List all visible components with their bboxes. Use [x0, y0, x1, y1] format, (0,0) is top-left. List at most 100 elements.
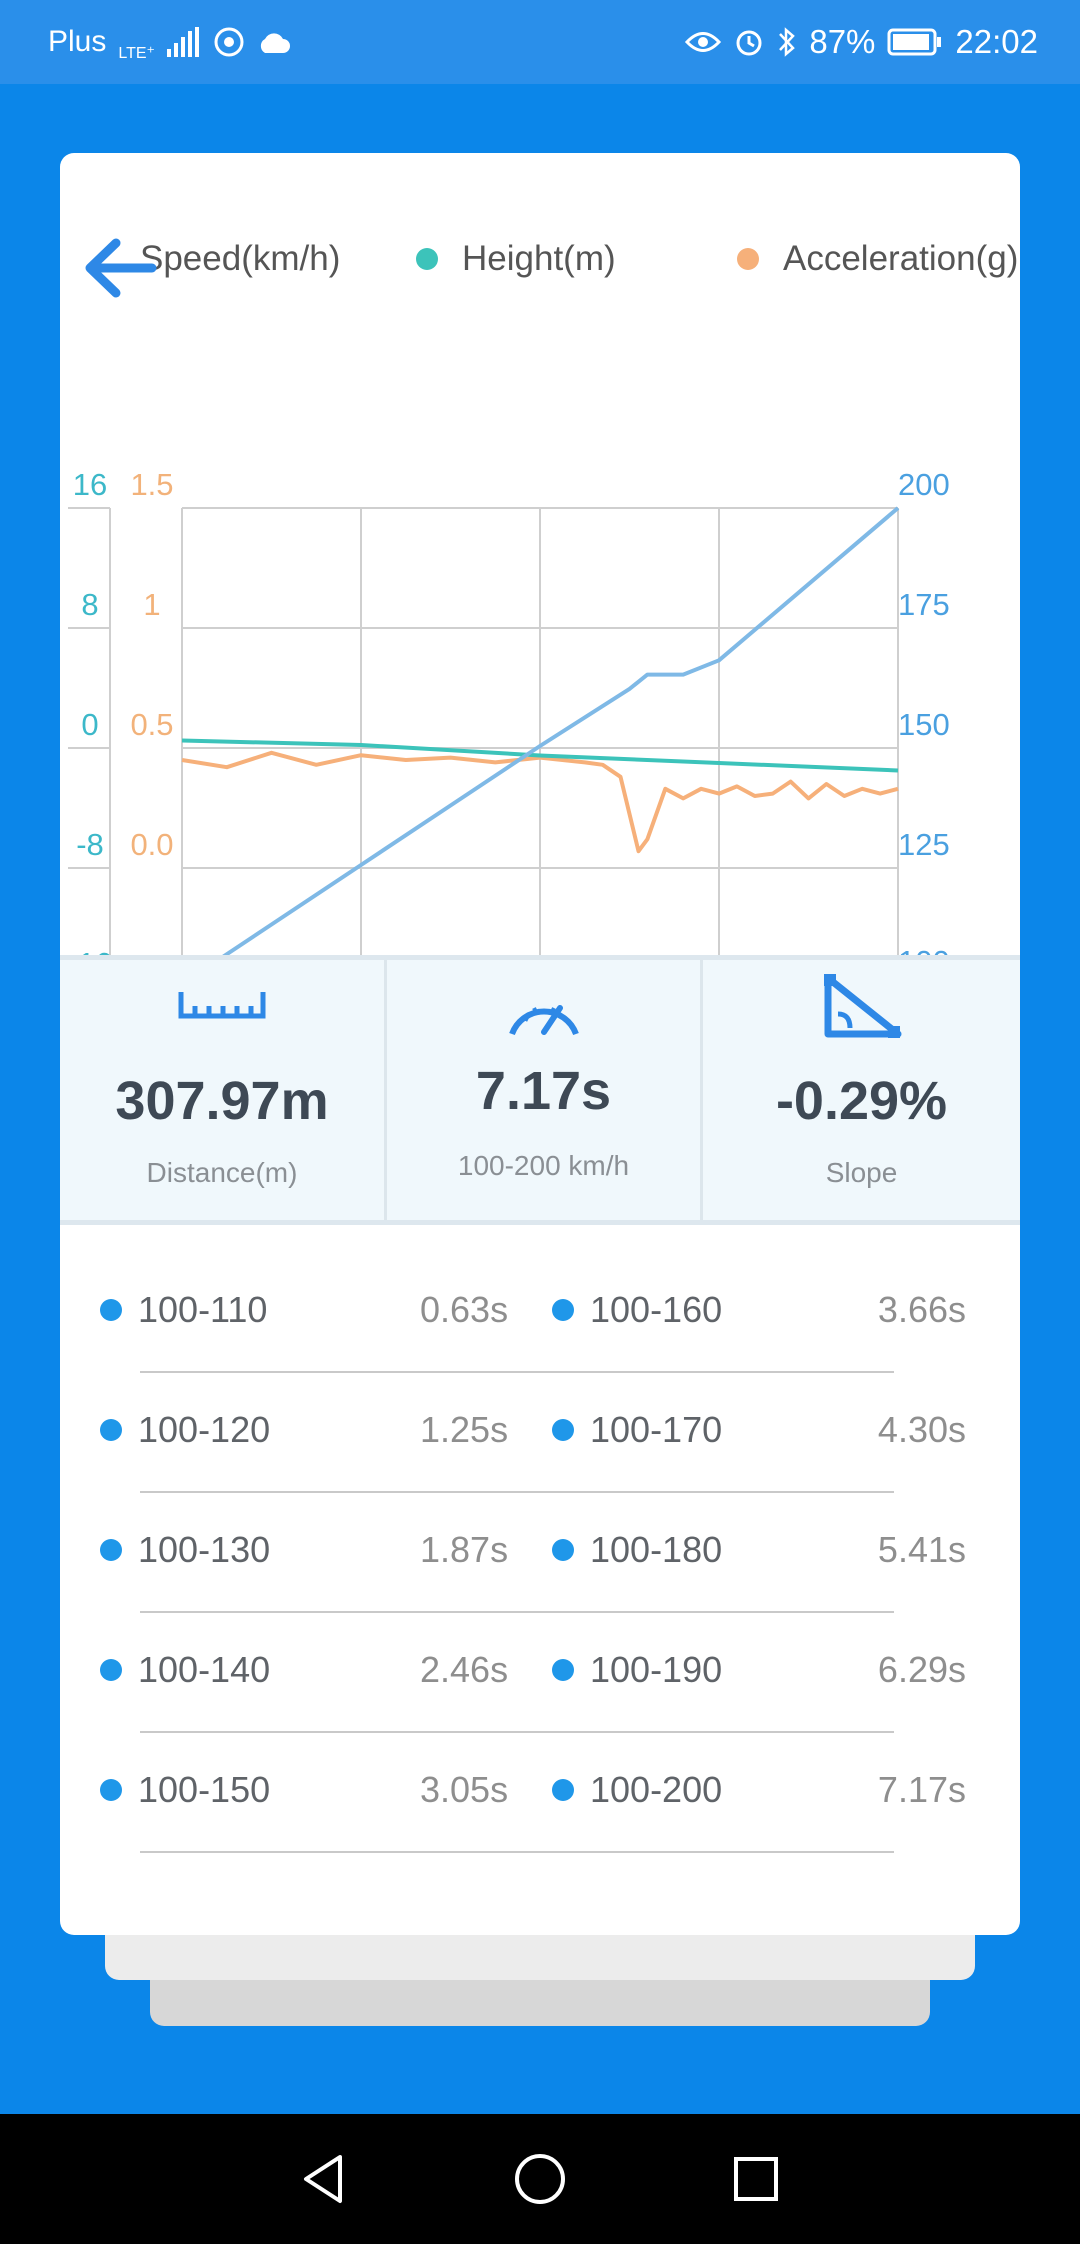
height-tick-label: 8: [81, 587, 98, 622]
split-right-time: 3.66s: [877, 1289, 966, 1330]
bullet-dot: [552, 1419, 574, 1441]
legend-speed-label: Speed(km/h): [140, 239, 341, 278]
clock-time: 22:02: [955, 23, 1038, 60]
bullet-dot: [100, 1299, 122, 1321]
alarm-icon: [733, 26, 765, 58]
split-times-list: 100-110 0.63s 100-160 3.66s 100-120 1.25s 100-…: [60, 1253, 1020, 1853]
split-right-label: 100-170: [552, 1409, 722, 1451]
height-series-line: [181, 738, 899, 773]
battery-percent: 87%: [809, 23, 876, 60]
bluetooth-icon: [777, 26, 797, 58]
speed-tick-label: 175: [898, 587, 950, 622]
speed-tick-label: 125: [898, 827, 950, 862]
bullet-dot: [100, 1779, 122, 1801]
split-row: 100-150 3.05s 100-200 7.17s: [60, 1733, 1020, 1853]
stat-distance: 307.97m Distance(m): [60, 960, 384, 1220]
height-tick-label: -8: [76, 827, 104, 862]
split-left-time: 1.25s: [420, 1409, 509, 1450]
speedometer-icon: [508, 1005, 579, 1036]
split-row: 100-120 1.25s 100-170 4.30s: [60, 1373, 1020, 1493]
legend-height-dot: [416, 248, 438, 270]
bullet-dot: [552, 1299, 574, 1321]
split-left-time: 1.87s: [420, 1529, 509, 1570]
status-bar: Plus LTE⁺ 87% 22:02: [0, 0, 1080, 84]
distance-label: Distance(m): [146, 1157, 298, 1188]
split-left-label: 100-150: [100, 1769, 270, 1811]
cloud-icon: [257, 31, 291, 53]
bullet-dot: [100, 1539, 122, 1561]
result-card: Speed(km/h) Height(m) Acceleration(g) 16…: [60, 153, 1020, 1935]
accel-tick-label: 0.0: [130, 827, 173, 862]
signal-icon: [166, 27, 201, 57]
split-left-time: 2.46s: [420, 1649, 509, 1690]
recents-icon[interactable]: [728, 2151, 784, 2207]
legend-item-height: Height(m): [416, 239, 616, 279]
slope-icon: [823, 974, 901, 1038]
distance-value: 307.97m: [115, 1071, 329, 1131]
slope-value: -0.29%: [775, 1071, 948, 1131]
split-left-time: 3.05s: [420, 1769, 509, 1810]
split-right-label: 100-180: [552, 1529, 722, 1571]
split-row: 100-140 2.46s 100-190 6.29s: [60, 1613, 1020, 1733]
eye-icon: [685, 29, 722, 55]
accel-tick-label: 1.5: [130, 467, 173, 502]
bullet-dot: [552, 1539, 574, 1561]
ruler-icon: [178, 992, 266, 1019]
battery-icon: [887, 28, 943, 56]
home-icon[interactable]: [512, 2151, 568, 2207]
network-type-label: LTE⁺: [118, 45, 155, 62]
accel-tick-label: 1: [143, 587, 160, 622]
split-row: 100-110 0.63s 100-160 3.66s: [60, 1253, 1020, 1373]
speed-tick-label: 200: [898, 467, 950, 502]
legend-height-label: Height(m): [462, 239, 616, 278]
height-tick-label: 0: [81, 707, 98, 742]
split-right-time: 5.41s: [877, 1529, 966, 1570]
acceleration-series-line: [181, 750, 899, 854]
badge-icon: [890, 153, 1000, 173]
chart-grid: [68, 507, 899, 985]
split-right-time: 7.17s: [877, 1769, 966, 1810]
split-right-label: 100-200: [552, 1769, 722, 1811]
row-divider: [140, 1731, 894, 1733]
row-divider: [140, 1611, 894, 1613]
speed-tick-label: 150: [898, 707, 950, 742]
split-left-label: 100-120: [100, 1409, 270, 1451]
stats-panel: 307.97m Distance(m) 7.17s 100-200 km/h -…: [60, 955, 1020, 1225]
split-row: 100-130 1.87s 100-180 5.41s: [60, 1493, 1020, 1613]
back-arrow-icon[interactable]: [80, 233, 160, 303]
time-value: 7.17s: [475, 1061, 612, 1121]
split-right-time: 4.30s: [877, 1409, 966, 1450]
chart-lines: [180, 506, 900, 986]
row-divider: [140, 1491, 894, 1493]
split-left-label: 100-110: [100, 1289, 267, 1331]
split-right-label: 100-160: [552, 1289, 722, 1331]
legend-item-speed: Speed(km/h): [140, 239, 340, 279]
bullet-dot: [552, 1659, 574, 1681]
split-right-label: 100-190: [552, 1649, 722, 1691]
navigation-bar: [0, 2114, 1080, 2244]
bullet-dot: [100, 1419, 122, 1441]
time-range-label: 100-200 km/h: [457, 1150, 630, 1181]
vpn-icon: [213, 26, 245, 58]
legend-acceleration-dot: [737, 248, 759, 270]
split-left-label: 100-140: [100, 1649, 270, 1691]
carrier-label: Plus: [48, 25, 107, 58]
split-left-time: 0.63s: [420, 1289, 509, 1330]
accel-tick-label: 0.5: [130, 707, 173, 742]
stat-slope: -0.29% Slope: [700, 960, 1020, 1220]
legend-item-acceleration: Acceleration(g): [737, 239, 1018, 279]
slope-label: Slope: [825, 1157, 898, 1188]
bullet-dot: [100, 1659, 122, 1681]
chart-legend: Speed(km/h) Height(m) Acceleration(g): [60, 233, 1020, 293]
back-icon[interactable]: [296, 2151, 352, 2207]
speed-series-line: [180, 506, 900, 986]
bullet-dot: [552, 1779, 574, 1801]
split-right-time: 6.29s: [877, 1649, 966, 1690]
row-divider: [140, 1371, 894, 1373]
height-tick-label: 16: [73, 467, 107, 502]
legend-acceleration-label: Acceleration(g): [783, 239, 1019, 278]
split-left-label: 100-130: [100, 1529, 270, 1571]
row-divider: [140, 1851, 894, 1853]
